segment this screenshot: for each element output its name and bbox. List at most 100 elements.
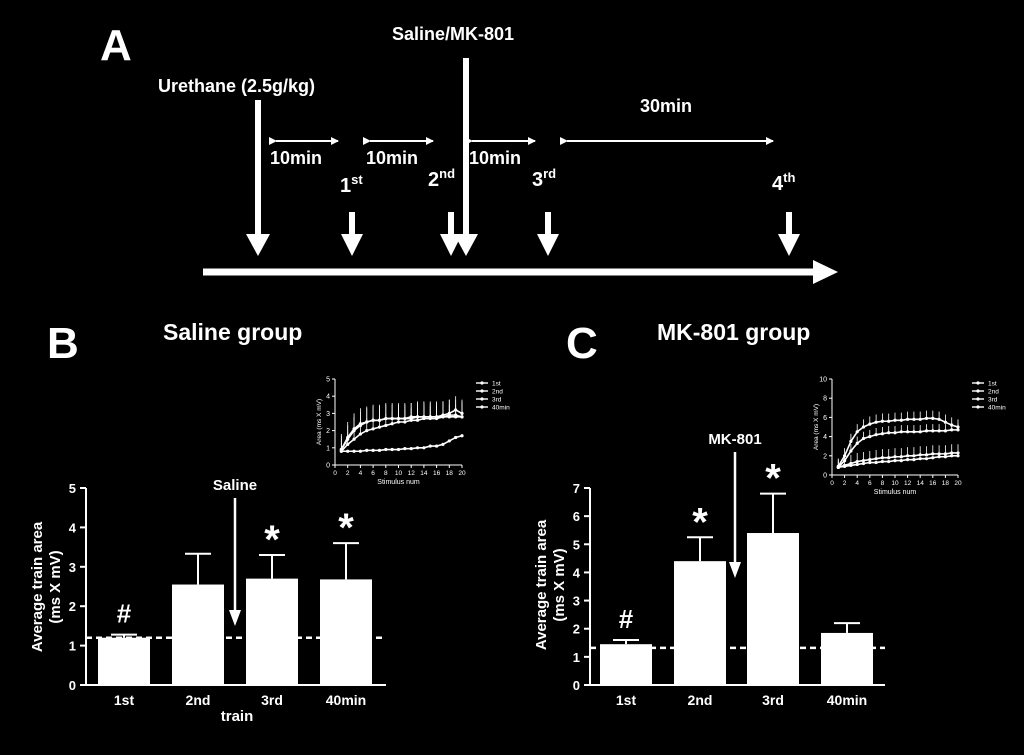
panel-b-drug-arrow-head <box>229 610 241 626</box>
panel-b-inset-x-tick-label: 16 <box>433 470 441 477</box>
panel-c-y-tick-label: 5 <box>573 537 580 552</box>
panel-c-inset-series-point <box>855 459 859 464</box>
interval-label-3: 10min <box>469 148 521 168</box>
panel-c-inset-series-point <box>937 429 941 433</box>
panel-b-inset-series-point <box>422 415 426 419</box>
panel-c-inset-series-point <box>880 459 885 464</box>
panel-c-inset-y-tick-label: 8 <box>823 396 827 403</box>
panel-b-inset-y-tick-label: 3 <box>326 411 330 418</box>
panel-b-inset-series-point <box>371 418 375 422</box>
panel-b-bar <box>172 584 224 685</box>
panel-b-inset-y-tick-label: 2 <box>326 428 330 435</box>
panel-b-inset-series-point <box>371 427 375 431</box>
panel-c-inset-chart: 0 2 4 6 8 10 0 2 4 6 8 10 12 14 16 18 20 Stimulus num Area… <box>813 377 1006 497</box>
panel-c-inset-series-point <box>893 459 897 463</box>
panel-c-inset-series-point <box>899 455 903 459</box>
panel-c-bar-chart: 0 1 2 3 4 5 6 7 1st #2nd * 3rd * 40min MK-801 <box>573 431 885 708</box>
panel-b-inset-ylabel: Area (ms X mV) <box>316 399 323 445</box>
panel-b-inset-series-point <box>346 442 350 446</box>
panel-b-inset-series-point <box>377 425 382 429</box>
panel-c-inset-series-point <box>924 416 929 420</box>
panel-b-letter: B <box>47 319 79 368</box>
panel-b: B Saline group Average train area (ms X … <box>29 319 510 725</box>
panel-b-inset-series-point <box>352 427 356 431</box>
panel-c-ylabel-line2: (ms X mV) <box>551 548 568 621</box>
panel-c-inset-series-point <box>887 419 891 423</box>
panel-b-ylabel-line2: (ms X mV) <box>47 550 64 623</box>
panel-b-inset-series-point <box>339 447 343 452</box>
panel-c-inset-series-point <box>874 433 878 437</box>
panel-b-inset-series-point <box>377 448 382 452</box>
panel-b-inset-x-tick-label: 18 <box>446 470 454 477</box>
panel-c-y-tick-label: 6 <box>573 509 580 524</box>
panel-b-inset-legend-marker <box>480 381 484 385</box>
panel-c-inset-series-point <box>855 441 859 445</box>
panel-c-inset-xlabel: Stimulus num <box>874 489 917 496</box>
panel-c-letter: C <box>566 319 598 368</box>
panel-c-inset-series-point <box>855 462 859 467</box>
panel-c-inset-legend-label: 3rd <box>988 397 998 404</box>
panel-b-inset-legend-label: 2nd <box>492 389 503 396</box>
panel-c-bar <box>600 644 652 685</box>
panel-c-inset-series-point <box>868 435 872 439</box>
panel-c-inset-series-point <box>931 429 935 433</box>
panel-b-inset-x-tick-label: 8 <box>384 470 388 477</box>
panel-c-inset-series-point <box>861 459 866 463</box>
interval-label-4: 30min <box>640 96 692 116</box>
panel-c-inset-series-point <box>931 452 935 456</box>
panel-c-inset-x-tick-label: 6 <box>868 480 872 487</box>
panel-b-inset-series-point <box>346 435 350 440</box>
panel-c-inset-series-point <box>836 465 840 469</box>
panel-b-inset-series-point <box>403 416 407 421</box>
panel-c-inset-ylabel: Area (ms X mV) <box>813 404 820 450</box>
panel-c-inset-series-point <box>874 460 878 465</box>
panel-c-inset-x-tick-label: 12 <box>904 480 912 487</box>
drug-label: Saline/MK-801 <box>392 24 514 44</box>
panel-c-inset-legend-marker <box>976 405 980 409</box>
panel-b-inset-y-tick-label: 4 <box>326 394 330 401</box>
panel-c-drug-arrow-label: MK-801 <box>708 431 761 448</box>
panel-c-inset-series-point <box>861 436 866 441</box>
panel-b-y-tick-label: 4 <box>69 520 77 535</box>
panel-b-inset-series-point <box>454 435 458 440</box>
panel-b-inset-series-point <box>365 420 369 424</box>
panel-c-inset-series-point <box>918 417 922 421</box>
panel-c-inset-legend-label: 2nd <box>988 389 999 396</box>
train-arrow-3 <box>537 212 559 256</box>
panel-c-significance-star: * <box>692 500 708 544</box>
panel-b-inset-series-point <box>403 420 407 424</box>
panel-c-inset-series-point <box>937 455 941 459</box>
panel-c-inset-series-point <box>899 418 903 422</box>
panel-c-inset-series-point <box>943 455 948 459</box>
panel-c-inset-series-point <box>912 454 916 458</box>
panel-b-y-tick-label: 1 <box>69 639 76 654</box>
panel-c-inset-series-point <box>956 454 960 458</box>
panel-c-inset-series-point <box>906 417 910 421</box>
panel-b-inset-series-point <box>365 448 369 452</box>
panel-c-inset-series-point <box>868 458 872 462</box>
panel-c-inset-series-point <box>950 451 954 455</box>
panel-c-inset-series-point <box>887 459 891 464</box>
panel-c-y-tick-label: 3 <box>573 594 580 609</box>
panel-c-title: MK-801 group <box>657 319 810 345</box>
panel-c-inset-x-tick-label: 14 <box>917 480 925 487</box>
panel-c-inset-series-point <box>956 451 960 455</box>
panel-c-inset-series-point <box>843 463 847 467</box>
panel-c-x-tick-label: 3rd <box>762 692 784 708</box>
panel-c-inset-series-point <box>924 453 929 457</box>
panel-b-inset-series-point <box>422 446 426 450</box>
panel-a-letter: A <box>100 21 132 70</box>
panel-c-inset-y-tick-label: 0 <box>823 473 827 480</box>
panel-b-inset-legend-label: 40min <box>492 405 510 412</box>
panel-b-inset-series-point <box>352 449 356 453</box>
panel-b-inset-series-point <box>384 416 388 421</box>
panel-c-inset-series-point <box>906 454 910 458</box>
panel-c-bar <box>821 632 873 685</box>
panel-c-inset-x-tick-label: 0 <box>830 480 834 487</box>
urethane-arrow <box>246 100 270 256</box>
panel-c-y-tick-label: 4 <box>573 565 581 580</box>
panel-b-inset-series-point <box>403 447 407 451</box>
panel-b-inset-series-point <box>352 437 356 441</box>
panel-b-inset-series-point <box>447 439 451 443</box>
panel-b-xlabel: train <box>221 708 254 725</box>
